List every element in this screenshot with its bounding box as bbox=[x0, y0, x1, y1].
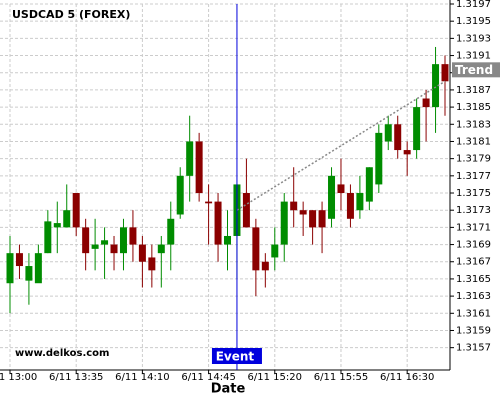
candle-body bbox=[384, 124, 392, 142]
y-tick-label: 1.3159 bbox=[456, 325, 491, 336]
candle-body bbox=[53, 223, 61, 228]
event-label: Event bbox=[216, 350, 255, 364]
y-tick-label: 1.3195 bbox=[456, 16, 491, 27]
candle-body bbox=[432, 64, 440, 108]
trend-label: Trend bbox=[455, 63, 493, 77]
candle-body bbox=[186, 141, 194, 176]
x-axis-label: Date bbox=[211, 382, 246, 397]
candle-body bbox=[346, 193, 354, 219]
candle-body bbox=[403, 150, 411, 155]
y-tick-label: 1.3183 bbox=[456, 119, 491, 130]
y-tick-label: 1.3187 bbox=[456, 85, 491, 96]
chart-title: USDCAD 5 (FOREX) bbox=[12, 8, 130, 21]
candle-body bbox=[252, 227, 260, 271]
candle-body bbox=[129, 227, 137, 245]
candle-body bbox=[167, 218, 175, 245]
candle-body bbox=[422, 98, 430, 108]
candle-body bbox=[299, 210, 307, 215]
candle-body bbox=[280, 201, 288, 245]
y-tick-label: 1.3193 bbox=[456, 33, 491, 44]
candle-body bbox=[176, 175, 184, 215]
x-tick-label: 6/11 13:00 bbox=[0, 372, 37, 383]
y-tick-label: 1.3169 bbox=[456, 240, 491, 251]
candle-body bbox=[375, 132, 383, 185]
candle-body bbox=[119, 227, 127, 254]
candle-body bbox=[195, 141, 203, 194]
x-tick-label: 6/11 14:10 bbox=[115, 372, 169, 383]
y-tick-label: 1.3177 bbox=[456, 171, 491, 182]
y-tick-label: 1.3185 bbox=[456, 102, 491, 113]
x-tick-label: 6/11 15:55 bbox=[314, 372, 368, 383]
candle-body bbox=[110, 244, 118, 254]
candle-body bbox=[15, 253, 23, 267]
candle-body bbox=[224, 235, 231, 245]
candle-body bbox=[356, 193, 364, 211]
candle-body bbox=[441, 64, 449, 82]
candle-body bbox=[101, 240, 109, 245]
x-tick-label: 6/11 14:45 bbox=[181, 372, 235, 383]
candle-body bbox=[44, 221, 52, 254]
candle-body bbox=[63, 210, 71, 228]
candle-body bbox=[290, 201, 298, 211]
candle-body bbox=[337, 184, 345, 194]
candle-body bbox=[205, 201, 213, 204]
candle-body bbox=[271, 244, 279, 258]
y-tick-label: 1.3171 bbox=[456, 222, 491, 233]
candle-body bbox=[365, 167, 373, 202]
candle-body bbox=[138, 244, 146, 262]
y-tick-label: 1.3191 bbox=[456, 51, 491, 62]
y-tick-label: 1.3167 bbox=[456, 257, 491, 268]
x-tick-label: 6/11 13:35 bbox=[49, 372, 103, 383]
candle-body bbox=[148, 257, 156, 271]
candle-body bbox=[394, 124, 402, 151]
candle-body bbox=[318, 210, 326, 228]
candle-body bbox=[72, 193, 80, 228]
candle-body bbox=[309, 210, 317, 228]
x-tick-label: 6/11 15:20 bbox=[248, 372, 302, 383]
candle-body bbox=[6, 253, 14, 284]
watermark: www.delkos.com bbox=[15, 348, 109, 359]
y-tick-label: 1.3197 bbox=[456, 0, 491, 10]
y-tick-label: 1.3175 bbox=[456, 188, 491, 199]
y-tick-label: 1.3163 bbox=[456, 291, 491, 302]
candle-body bbox=[82, 227, 90, 254]
candle-body bbox=[91, 244, 99, 249]
candle-body bbox=[34, 253, 42, 284]
y-tick-label: 1.3157 bbox=[456, 343, 491, 354]
trend-line bbox=[236, 80, 446, 211]
candle-body bbox=[261, 261, 269, 271]
candle-body bbox=[25, 266, 33, 281]
y-tick-label: 1.3165 bbox=[456, 274, 491, 285]
x-tick-label: 6/11 16:30 bbox=[380, 372, 434, 383]
trend-label-box bbox=[452, 62, 500, 78]
y-tick-label: 1.3161 bbox=[456, 308, 491, 319]
candle-body bbox=[157, 244, 165, 254]
y-tick-label: 1.3179 bbox=[456, 154, 491, 165]
y-tick-label: 1.3181 bbox=[456, 136, 491, 147]
candle-body bbox=[328, 175, 336, 219]
candle-body bbox=[242, 193, 250, 228]
event-label-box bbox=[211, 348, 262, 364]
candle-body bbox=[214, 201, 222, 245]
y-tick-label: 1.3173 bbox=[456, 205, 491, 216]
candle-body bbox=[413, 107, 421, 151]
